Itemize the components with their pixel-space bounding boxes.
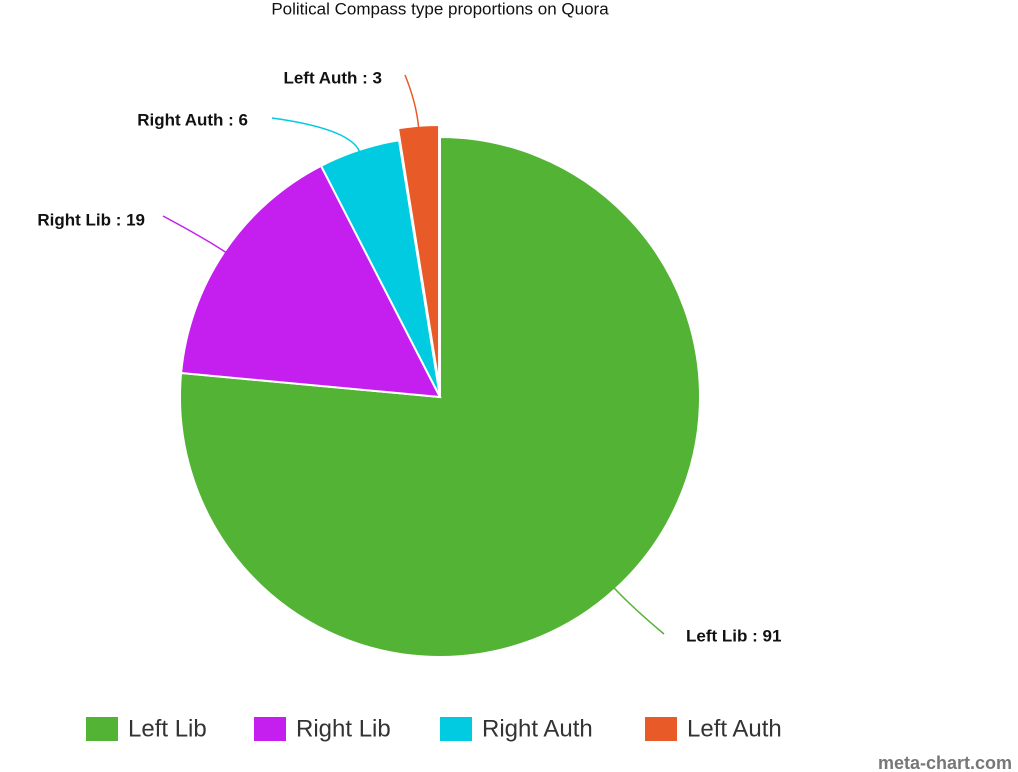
data-label: Right Lib : 19 bbox=[37, 210, 145, 229]
label-connector bbox=[404, 74, 420, 129]
legend-label: Left Auth bbox=[687, 715, 782, 742]
legend-swatch bbox=[254, 717, 286, 741]
legend-label: Right Lib bbox=[296, 715, 391, 742]
legend-label: Right Auth bbox=[482, 715, 593, 742]
legend-swatch bbox=[440, 717, 472, 741]
data-label: Left Lib : 91 bbox=[686, 626, 781, 645]
label-connector bbox=[612, 586, 665, 635]
data-label: Right Auth : 6 bbox=[137, 110, 248, 129]
data-label: Left Auth : 3 bbox=[283, 68, 382, 87]
legend-label: Left Lib bbox=[128, 715, 207, 742]
legend-swatch bbox=[645, 717, 677, 741]
label-connector bbox=[162, 215, 228, 254]
watermark: meta-chart.com bbox=[878, 753, 1012, 772]
chart-title: Political Compass type proportions on Qu… bbox=[271, 0, 609, 18]
label-connector bbox=[271, 117, 361, 154]
legend-swatch bbox=[86, 717, 118, 741]
